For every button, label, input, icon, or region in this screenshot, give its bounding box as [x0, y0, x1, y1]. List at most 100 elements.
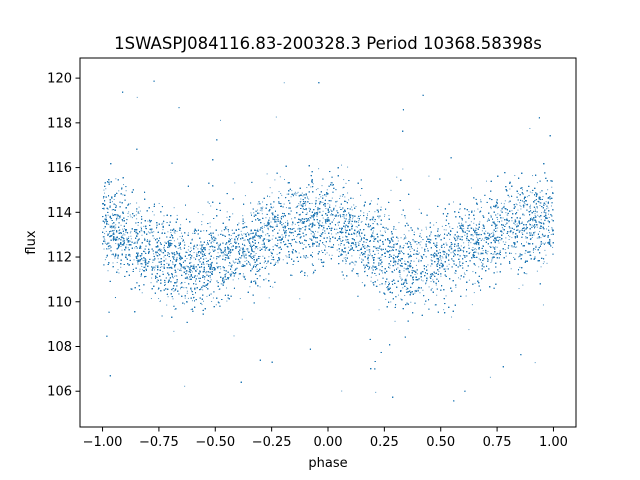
data-point [414, 273, 416, 275]
data-point [259, 209, 261, 211]
data-point [392, 279, 394, 281]
data-point [269, 217, 271, 219]
data-point [295, 194, 297, 196]
data-point [289, 213, 291, 215]
data-point [351, 255, 353, 257]
data-point [192, 232, 194, 234]
data-point [291, 224, 293, 226]
data-point [177, 238, 179, 240]
data-point [186, 290, 188, 292]
data-point [224, 270, 226, 272]
data-point [474, 264, 476, 266]
data-point [361, 220, 363, 222]
data-point [165, 258, 167, 260]
data-point [316, 221, 318, 223]
data-point [404, 295, 406, 297]
data-point [162, 229, 164, 231]
data-point [508, 235, 510, 237]
data-point [494, 226, 496, 228]
data-point [368, 225, 370, 227]
data-point [533, 234, 535, 236]
data-point [360, 221, 362, 223]
data-point [173, 290, 175, 292]
data-point [242, 215, 244, 217]
data-point [409, 256, 411, 258]
data-point [118, 190, 120, 192]
data-point [382, 234, 384, 236]
data-point [357, 217, 359, 219]
data-point [130, 231, 132, 233]
data-point [104, 239, 106, 241]
data-point [491, 259, 493, 261]
data-point [242, 254, 244, 256]
data-point [303, 255, 305, 257]
data-point [282, 215, 284, 217]
data-point [254, 280, 256, 282]
data-point [480, 261, 482, 263]
data-point [240, 230, 242, 232]
data-point [216, 266, 218, 268]
data-point [406, 287, 408, 289]
data-point [290, 229, 292, 231]
data-point [231, 238, 233, 240]
data-point [130, 216, 132, 218]
data-point [296, 242, 298, 244]
data-point [406, 269, 408, 271]
data-point [520, 208, 522, 210]
data-point [449, 226, 451, 228]
data-point [422, 289, 424, 291]
data-point [550, 233, 552, 235]
data-point [539, 216, 541, 218]
data-point [104, 242, 106, 244]
data-point [345, 239, 347, 241]
data-point [232, 273, 234, 275]
data-point [112, 226, 114, 228]
data-point [432, 279, 434, 281]
data-point [516, 204, 518, 206]
data-point [351, 209, 353, 211]
data-point [440, 275, 442, 277]
data-point [517, 209, 519, 211]
data-point [357, 221, 359, 223]
data-point [348, 219, 350, 221]
data-point [272, 246, 274, 248]
data-point [112, 254, 114, 256]
data-point [496, 230, 498, 232]
data-point [483, 239, 485, 241]
data-point [127, 241, 129, 243]
data-point [471, 238, 473, 240]
data-point [459, 236, 461, 238]
data-point [196, 254, 198, 256]
data-point [413, 240, 415, 242]
data-point [186, 272, 188, 274]
data-point [527, 242, 529, 244]
data-point [270, 221, 272, 223]
data-point [487, 259, 489, 261]
data-point [550, 205, 552, 207]
data-point [537, 214, 539, 216]
data-point [504, 249, 506, 251]
data-point [379, 230, 381, 232]
data-point [424, 303, 426, 305]
data-point [528, 251, 530, 253]
data-point [356, 235, 358, 237]
data-point [268, 297, 270, 299]
data-point [103, 207, 105, 209]
data-point [440, 246, 442, 248]
data-point [386, 287, 388, 289]
data-point [268, 239, 270, 241]
data-point [160, 266, 162, 268]
data-point [360, 252, 362, 254]
data-point [201, 221, 203, 223]
data-point [237, 239, 239, 241]
data-point [306, 213, 308, 215]
data-point [353, 204, 355, 206]
data-point [452, 260, 454, 262]
chart-title: 1SWASPJ084116.83-200328.3 Period 10368.5… [114, 34, 542, 53]
data-point [244, 222, 246, 224]
data-point [329, 220, 331, 222]
data-point [268, 239, 270, 241]
data-point [393, 254, 395, 256]
data-point [515, 246, 517, 248]
